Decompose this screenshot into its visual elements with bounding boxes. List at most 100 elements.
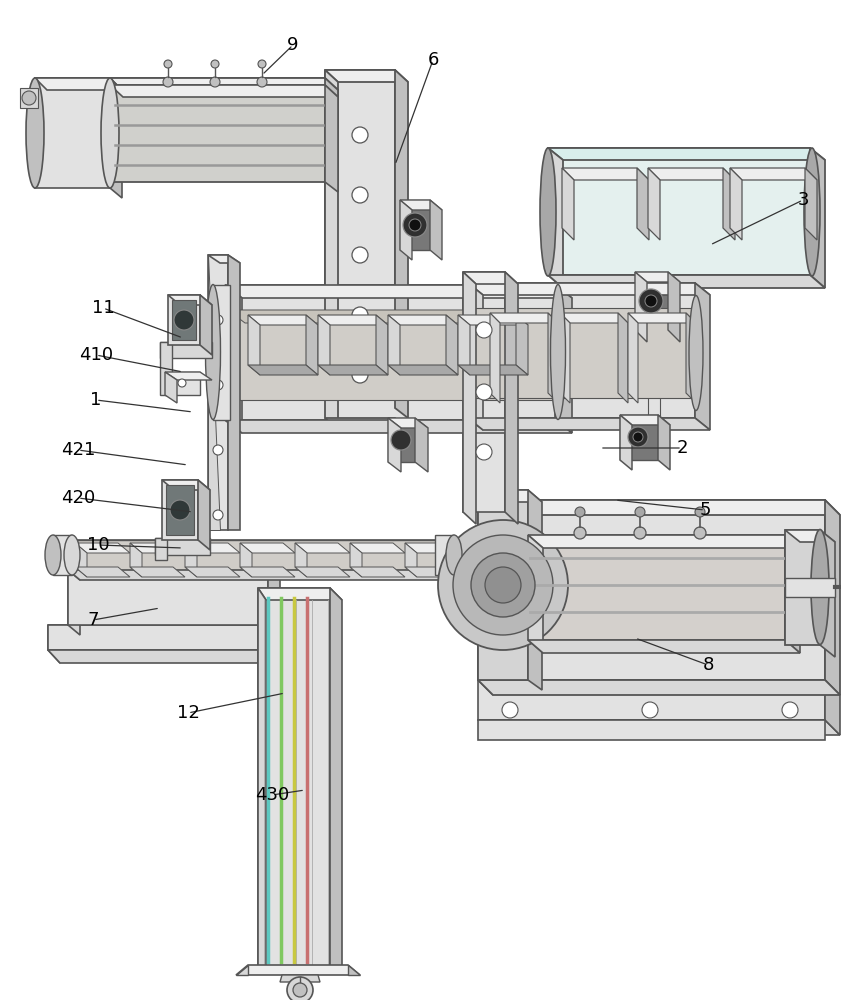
Polygon shape: [415, 418, 428, 472]
Polygon shape: [225, 285, 242, 433]
Circle shape: [391, 430, 411, 450]
Polygon shape: [325, 70, 408, 82]
Polygon shape: [405, 543, 460, 553]
Circle shape: [476, 444, 492, 460]
Polygon shape: [318, 315, 388, 325]
Polygon shape: [785, 530, 820, 645]
Polygon shape: [620, 415, 658, 460]
Polygon shape: [208, 255, 228, 530]
Polygon shape: [463, 272, 476, 524]
Polygon shape: [560, 313, 628, 323]
Circle shape: [634, 527, 646, 539]
Text: 2: 2: [676, 439, 688, 457]
Circle shape: [257, 77, 267, 87]
Polygon shape: [478, 500, 825, 680]
Polygon shape: [463, 272, 505, 512]
Polygon shape: [478, 720, 825, 740]
Text: 11: 11: [92, 299, 114, 317]
Polygon shape: [458, 315, 528, 325]
Circle shape: [210, 77, 220, 87]
Circle shape: [476, 384, 492, 400]
Polygon shape: [458, 315, 470, 375]
Text: 12: 12: [177, 704, 199, 722]
Polygon shape: [236, 965, 248, 975]
Circle shape: [174, 310, 194, 330]
Polygon shape: [155, 538, 167, 560]
Polygon shape: [400, 200, 430, 250]
Polygon shape: [478, 680, 825, 720]
Polygon shape: [48, 625, 290, 650]
Text: 5: 5: [699, 501, 711, 519]
Circle shape: [22, 91, 36, 105]
Polygon shape: [240, 567, 295, 577]
Circle shape: [352, 307, 368, 323]
Polygon shape: [258, 588, 266, 970]
Circle shape: [352, 367, 368, 383]
Circle shape: [694, 527, 706, 539]
Polygon shape: [35, 78, 338, 90]
Circle shape: [213, 445, 223, 455]
Polygon shape: [295, 567, 350, 577]
Polygon shape: [478, 490, 542, 502]
Polygon shape: [350, 543, 362, 577]
Polygon shape: [228, 310, 552, 400]
Polygon shape: [20, 88, 38, 108]
Polygon shape: [395, 70, 408, 418]
Circle shape: [695, 507, 705, 517]
Circle shape: [628, 427, 648, 447]
Ellipse shape: [811, 530, 829, 645]
Polygon shape: [825, 680, 840, 735]
Text: 421: 421: [61, 441, 95, 459]
Polygon shape: [478, 490, 528, 680]
Circle shape: [352, 187, 368, 203]
Polygon shape: [68, 540, 440, 570]
Polygon shape: [478, 500, 493, 695]
Polygon shape: [330, 588, 342, 970]
Polygon shape: [228, 255, 240, 530]
Polygon shape: [388, 418, 401, 472]
Polygon shape: [225, 420, 572, 433]
Polygon shape: [35, 78, 122, 90]
Polygon shape: [400, 200, 412, 260]
Polygon shape: [68, 555, 280, 565]
Polygon shape: [110, 85, 338, 97]
Polygon shape: [446, 315, 458, 375]
Polygon shape: [350, 567, 405, 577]
Polygon shape: [805, 168, 817, 240]
Polygon shape: [490, 313, 500, 403]
Ellipse shape: [64, 535, 80, 575]
Polygon shape: [268, 555, 280, 635]
Text: 420: 420: [61, 489, 95, 507]
Polygon shape: [130, 543, 185, 553]
Polygon shape: [248, 315, 260, 375]
Polygon shape: [48, 650, 302, 663]
Polygon shape: [35, 78, 48, 128]
Polygon shape: [228, 310, 569, 323]
Circle shape: [293, 983, 307, 997]
Polygon shape: [258, 588, 330, 970]
Circle shape: [213, 315, 223, 325]
Circle shape: [352, 247, 368, 263]
Polygon shape: [325, 85, 338, 192]
Polygon shape: [635, 272, 647, 342]
Polygon shape: [168, 295, 200, 345]
Polygon shape: [555, 285, 572, 433]
Polygon shape: [388, 418, 415, 462]
Polygon shape: [200, 295, 212, 355]
Polygon shape: [68, 555, 80, 635]
Text: 430: 430: [255, 786, 289, 804]
Polygon shape: [478, 680, 840, 695]
Polygon shape: [130, 543, 142, 577]
Circle shape: [352, 127, 368, 143]
Polygon shape: [528, 640, 800, 653]
Polygon shape: [785, 530, 835, 542]
Circle shape: [502, 702, 518, 718]
Text: 7: 7: [87, 611, 98, 629]
Polygon shape: [618, 313, 628, 403]
Polygon shape: [165, 372, 200, 395]
Polygon shape: [528, 535, 800, 548]
Text: 10: 10: [87, 536, 109, 554]
Circle shape: [409, 219, 421, 231]
Ellipse shape: [101, 78, 119, 188]
Polygon shape: [628, 313, 638, 403]
